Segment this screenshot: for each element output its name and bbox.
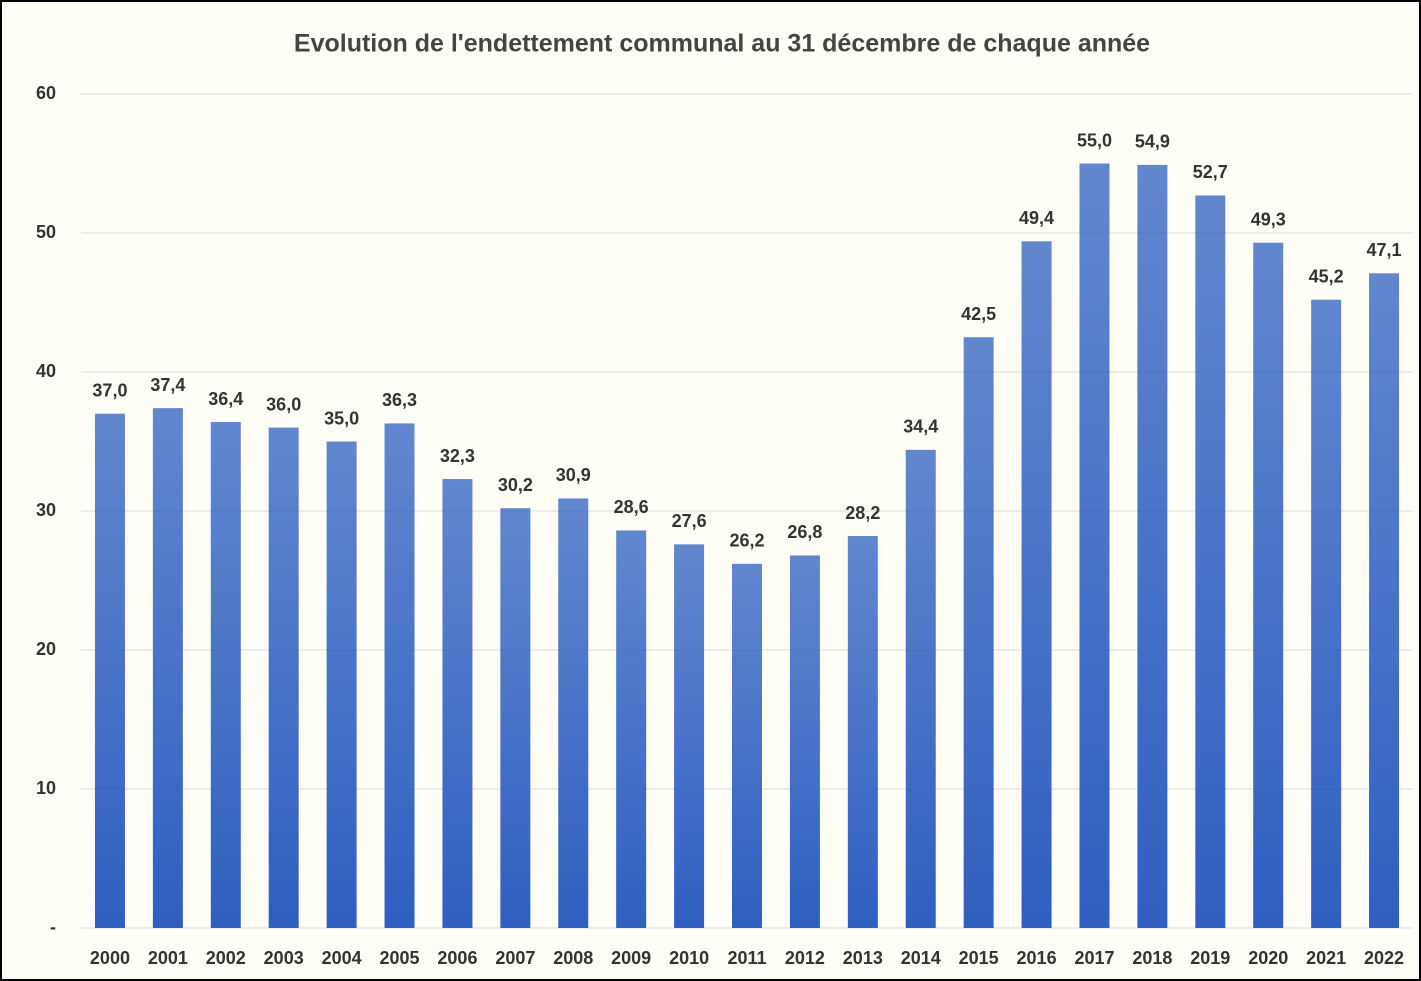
y-tick-label: 10 [36, 778, 56, 798]
value-label: 28,2 [845, 503, 880, 523]
y-tick-label: 60 [36, 83, 56, 103]
y-tick-label: - [50, 917, 56, 937]
value-label: 49,3 [1251, 209, 1286, 229]
x-tick-label: 2009 [611, 948, 651, 968]
bar [1311, 299, 1342, 929]
bar [847, 536, 878, 928]
bar [152, 408, 183, 928]
bar [1369, 273, 1400, 928]
bar [616, 530, 647, 928]
value-label: 45,2 [1309, 266, 1344, 286]
bar [384, 423, 415, 928]
x-tick-label: 2002 [206, 948, 246, 968]
bar [1195, 195, 1226, 929]
bar [732, 563, 762, 928]
x-tick-label: 2008 [553, 948, 593, 968]
bar [1021, 241, 1052, 929]
value-label: 37,0 [92, 380, 127, 400]
value-label: 52,7 [1193, 162, 1228, 182]
y-tick-label: 30 [36, 500, 56, 520]
x-tick-label: 2003 [264, 948, 304, 968]
x-tick-label: 2022 [1364, 948, 1404, 968]
value-label: 32,3 [440, 446, 475, 466]
x-tick-label: 2005 [379, 948, 419, 968]
x-tick-label: 2001 [148, 948, 188, 968]
x-tick-label: 2006 [437, 948, 477, 968]
value-label: 49,4 [1019, 208, 1054, 228]
x-tick-label: 2010 [669, 948, 709, 968]
x-tick-label: 2011 [727, 948, 766, 968]
bar [1253, 242, 1284, 929]
x-tick-label: 2004 [322, 948, 362, 968]
chart-title: Evolution de l'endettement communal au 3… [294, 30, 1150, 58]
bar [905, 449, 936, 928]
value-label: 36,4 [208, 389, 243, 409]
x-tick-label: 2017 [1074, 948, 1114, 968]
x-tick-label: 2000 [90, 948, 130, 968]
x-tick-label: 2018 [1132, 948, 1172, 968]
value-label: 26,8 [787, 522, 822, 542]
x-tick-label: 2013 [843, 948, 883, 968]
bar [789, 555, 820, 928]
value-label: 27,6 [672, 511, 707, 531]
x-tick-label: 2007 [495, 948, 535, 968]
value-label: 35,0 [324, 408, 359, 428]
x-tick-label: 2019 [1190, 948, 1230, 968]
x-tick-label: 2021 [1306, 948, 1346, 968]
value-label: 36,0 [266, 394, 301, 414]
bar [1137, 164, 1168, 928]
value-label: 34,4 [903, 417, 938, 437]
x-tick-label: 2016 [1017, 948, 1057, 968]
x-tick-label: 2020 [1248, 948, 1288, 968]
x-tick-label: 2014 [901, 948, 941, 968]
y-tick-label: 50 [36, 222, 56, 242]
value-label: 28,6 [614, 497, 649, 517]
x-tick-label: 2012 [785, 948, 825, 968]
bar [500, 508, 531, 928]
bar [94, 413, 125, 928]
bar [210, 422, 241, 928]
bar [326, 441, 357, 928]
bar [1079, 163, 1110, 928]
y-tick-label: 20 [36, 639, 56, 659]
value-label: 26,2 [729, 531, 764, 551]
value-label: 47,1 [1367, 240, 1402, 260]
value-label: 30,9 [556, 465, 591, 485]
bar [268, 427, 299, 928]
y-tick-label: 40 [36, 361, 56, 381]
bar [674, 544, 705, 928]
bar [442, 479, 473, 928]
bar [963, 337, 994, 928]
value-label: 54,9 [1135, 132, 1170, 152]
x-tick-label: 2015 [959, 948, 999, 968]
value-label: 42,5 [961, 304, 996, 324]
value-label: 55,0 [1077, 130, 1112, 150]
value-label: 30,2 [498, 475, 533, 495]
value-label: 36,3 [382, 390, 417, 410]
value-label: 37,4 [150, 375, 185, 395]
bar [558, 498, 589, 928]
